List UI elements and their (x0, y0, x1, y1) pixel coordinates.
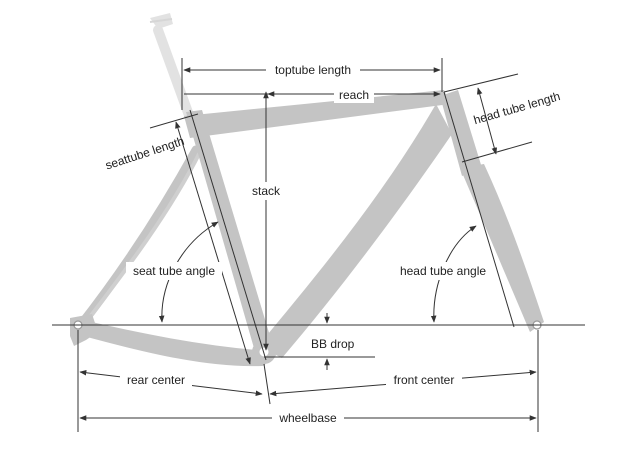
head-tube (440, 90, 482, 176)
label-head-tube-angle: head tube angle (400, 264, 486, 278)
seatpost (149, 13, 195, 123)
fork (460, 164, 544, 332)
label-seattube-length: seattube length (104, 134, 186, 173)
bb-vertical (263, 363, 271, 405)
seat-tube (186, 110, 276, 362)
seatstay (75, 145, 202, 331)
label-bb-drop: BB drop (311, 337, 355, 351)
label-reach: reach (339, 88, 369, 102)
label-toptube-length: toptube length (275, 63, 351, 77)
down-tube (258, 104, 452, 358)
label-wheelbase: wheelbase (278, 411, 337, 425)
label-rear-center: rear center (127, 373, 185, 387)
label-front-center: front center (394, 373, 455, 387)
seattube-top-extension (149, 113, 199, 129)
head-tube-axis (443, 91, 515, 328)
head-tube-top-extension (443, 73, 519, 93)
head-tube-length-dimension (476, 87, 498, 155)
top-tube (184, 90, 450, 138)
seat-tube-axis (189, 109, 267, 361)
label-head-tube-length: head tube length (472, 89, 562, 127)
chainstay (73, 319, 269, 367)
rear-dropout (70, 314, 98, 346)
label-stack: stack (252, 184, 281, 198)
geometry-lines (52, 58, 585, 432)
label-seat-tube-angle: seat tube angle (133, 264, 215, 278)
